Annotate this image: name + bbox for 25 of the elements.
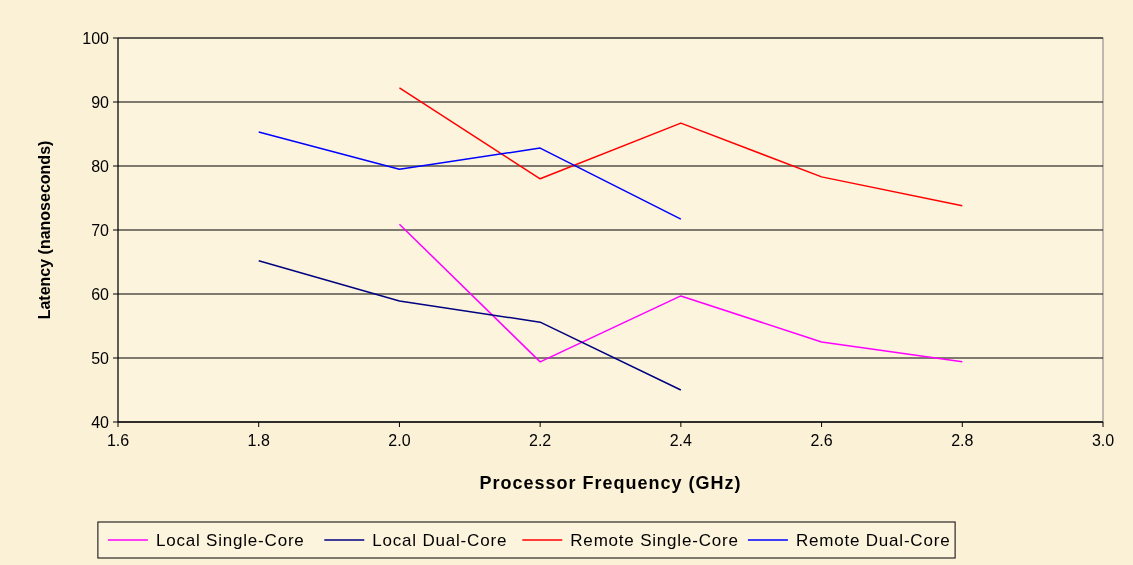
y-tick-label: 100	[82, 29, 110, 47]
line-series	[398, 87, 964, 207]
legend-label: Local Single-Core	[155, 530, 305, 550]
x-tick-label: 2.8	[951, 432, 974, 449]
line-series	[257, 259, 682, 391]
legend-label: Local Dual-Core	[372, 530, 508, 550]
line-series	[398, 223, 964, 363]
x-tick-label: 1.6	[106, 432, 130, 449]
x-tick-label: 2.2	[529, 432, 552, 449]
y-tick-label: 40	[91, 413, 110, 431]
x-tick-label: 1.8	[247, 432, 270, 449]
y-tick-label: 90	[91, 93, 110, 111]
x-tick-label: 3.0	[1091, 432, 1115, 449]
legend-label: Remote Dual-Core	[795, 530, 951, 550]
line-series	[257, 131, 682, 220]
y-axis-title: Latency (nanoseconds)	[36, 140, 53, 320]
x-tick-label: 2.6	[810, 432, 833, 449]
x-axis-title: Processor Frequency (GHz)	[479, 473, 742, 493]
x-tick-label: 2.4	[669, 432, 693, 449]
y-tick-label: 60	[91, 285, 110, 303]
y-tick-label: 70	[91, 221, 110, 239]
y-tick-label: 80	[91, 157, 110, 175]
y-tick-label: 50	[91, 349, 110, 367]
legend-label: Remote Single-Core	[570, 530, 739, 550]
x-tick-label: 2.0	[388, 432, 411, 449]
